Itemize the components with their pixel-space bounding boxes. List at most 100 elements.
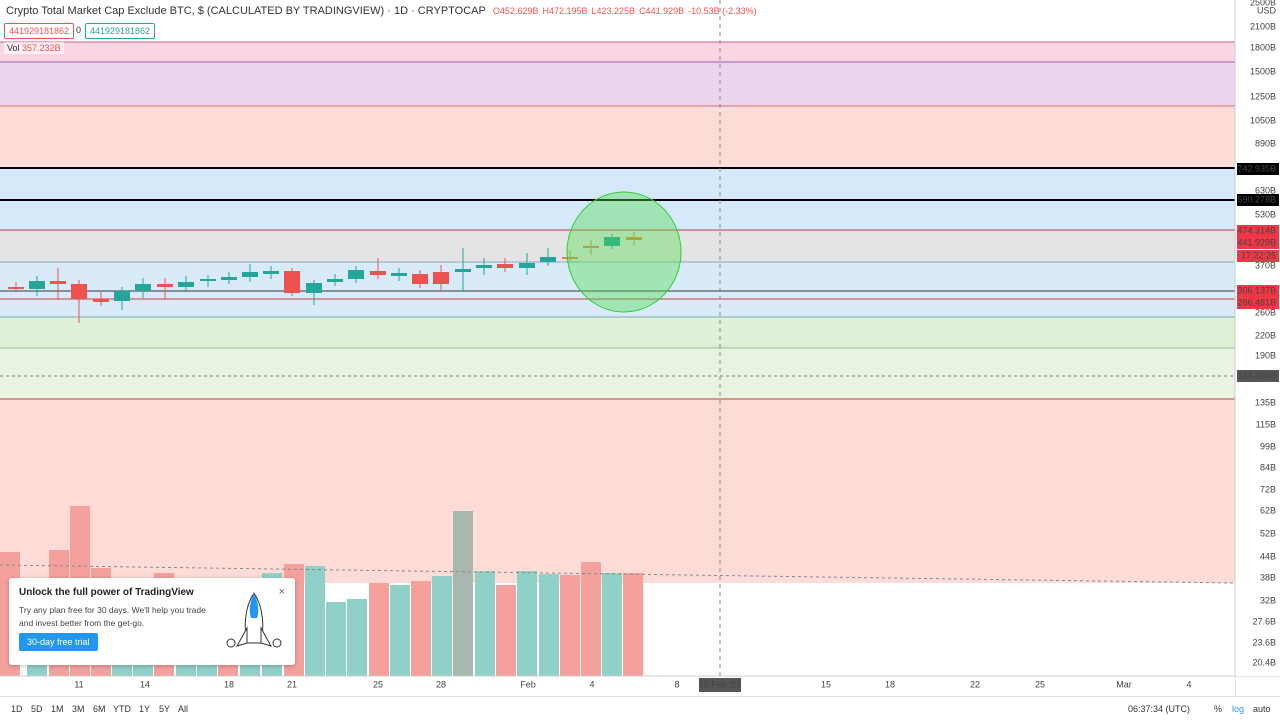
- input[interactable]: 441929181862: [4, 23, 75, 39]
- promo-popup: Unlock the full power of TradingView Try…: [9, 578, 295, 665]
- candle-body: [263, 271, 279, 274]
- time-label: Mar: [1116, 679, 1132, 689]
- candle-body: [8, 287, 24, 289]
- rocket-icon: [226, 592, 282, 648]
- price-label: 23.6B: [1252, 637, 1276, 647]
- time-label: 15: [821, 679, 831, 689]
- time-label: 11: [74, 679, 83, 689]
- time-label: 14: [140, 679, 150, 689]
- candle-body: [114, 291, 130, 301]
- price-label: 20.4B: [1252, 657, 1276, 667]
- time-label: 28: [436, 679, 446, 689]
- vol-label: Vol: [7, 43, 20, 53]
- candle-body: [71, 284, 87, 299]
- time-label: 10 Feb '21: [699, 679, 741, 689]
- currency: USD: [1257, 5, 1277, 15]
- time-label: 4: [589, 679, 594, 689]
- price-label: 135B: [1255, 397, 1276, 407]
- range-button[interactable]: YTD: [113, 704, 131, 714]
- price-label: 190B: [1255, 350, 1276, 360]
- price-label: 370B: [1255, 260, 1276, 270]
- candle-body: [327, 279, 343, 282]
- high: H472.195B: [542, 6, 588, 16]
- popup-title: Unlock the full power of TradingView: [19, 587, 194, 598]
- candle-body: [29, 281, 45, 289]
- time-label: 8: [674, 679, 679, 689]
- volume-bar: [305, 566, 325, 676]
- volume-bar: [517, 571, 537, 676]
- range-button[interactable]: All: [178, 704, 189, 714]
- range-button[interactable]: 1Y: [139, 704, 151, 714]
- range-button[interactable]: 5Y: [159, 704, 171, 714]
- candle-body: [200, 279, 216, 281]
- volume-bar: [347, 599, 367, 676]
- scale-option[interactable]: %: [1214, 704, 1223, 714]
- volume-bar: [475, 571, 495, 676]
- trial-button[interactable]: 30-day free trial: [19, 633, 98, 651]
- range-button[interactable]: 3M: [72, 704, 85, 714]
- range-button[interactable]: 6M: [93, 704, 106, 714]
- time-label: 25: [1035, 679, 1045, 689]
- scale-option[interactable]: auto: [1253, 704, 1271, 714]
- time-label: 22: [970, 679, 980, 689]
- candle-body: [284, 271, 300, 293]
- price-tag: [1237, 237, 1279, 249]
- low: L423.225B: [591, 6, 636, 16]
- candle-body: [604, 237, 620, 246]
- price-label: 164.405B: [1237, 370, 1276, 380]
- price-label: 17:22:25: [1241, 250, 1276, 260]
- time-label: Feb: [520, 679, 536, 689]
- price-tag: [1237, 225, 1279, 237]
- time-label: 21: [287, 679, 297, 689]
- candle-body: [433, 272, 449, 284]
- volume-bar: [539, 574, 559, 676]
- axis-bg: [1236, 0, 1280, 676]
- candle-body: [157, 284, 173, 287]
- candle-body: [135, 284, 151, 291]
- price-tag: [1237, 370, 1279, 382]
- price-label: 84B: [1260, 462, 1276, 472]
- price-label: 1050B: [1250, 115, 1276, 125]
- volume-bar: [390, 585, 410, 676]
- input[interactable]: 441929181862: [85, 23, 156, 39]
- volume-bar: [496, 585, 516, 676]
- price-label: 474.314B: [1237, 225, 1276, 235]
- range-button[interactable]: 1M: [51, 704, 64, 714]
- price-label: 286.481B: [1237, 297, 1276, 307]
- price-label: 27.6B: [1252, 616, 1276, 626]
- price-label: 220B: [1255, 330, 1276, 340]
- volume-bar: [581, 562, 601, 676]
- price-label: 32B: [1260, 595, 1276, 605]
- candle-body: [562, 257, 578, 259]
- candle-body: [391, 273, 407, 276]
- candle-body: [242, 272, 258, 277]
- price-tag: [1237, 285, 1279, 297]
- candle-body: [50, 281, 66, 284]
- candle-body: [370, 271, 386, 275]
- price-label: 44B: [1260, 551, 1276, 561]
- price-label: 1250B: [1250, 91, 1276, 101]
- candle-body: [626, 237, 642, 240]
- volume-bar: [453, 511, 473, 676]
- candle-body: [540, 257, 556, 262]
- time-label: 18: [885, 679, 895, 689]
- scale-option[interactable]: log: [1232, 704, 1245, 714]
- crosshair-date-tag: [699, 678, 741, 692]
- price-label: 1800B: [1250, 42, 1276, 52]
- symbol-title: Crypto Total Market Cap Exclude BTC, $ (…: [6, 5, 486, 17]
- range-button[interactable]: 1D: [11, 704, 23, 714]
- price-label: 1500B: [1250, 66, 1276, 76]
- price-label: 590.278B: [1237, 194, 1276, 204]
- axis-bg: [0, 677, 1235, 696]
- header: Crypto Total Market Cap Exclude BTC, $ (…: [6, 5, 761, 17]
- price-tag: [1237, 194, 1279, 206]
- price-tag: [1237, 297, 1279, 309]
- volume-bar: [602, 573, 622, 676]
- price-label: 742.935B: [1237, 163, 1276, 173]
- open: O452.629B: [492, 6, 539, 16]
- range-button[interactable]: 5D: [31, 704, 43, 714]
- time-label: 25: [373, 679, 383, 689]
- close-button[interactable]: ×: [278, 586, 285, 598]
